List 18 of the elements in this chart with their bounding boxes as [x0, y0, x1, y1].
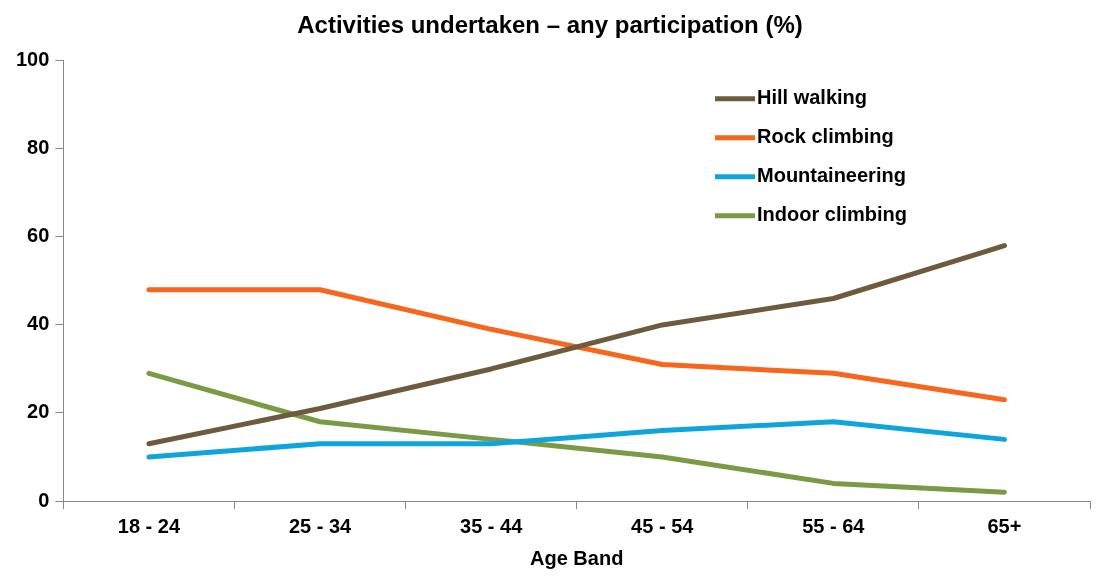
legend-label: Hill walking: [757, 86, 868, 109]
y-tick-label: 80: [27, 136, 50, 159]
legend-label: Rock climbing: [757, 125, 894, 148]
x-tick-label: 25 - 34: [288, 514, 353, 537]
x-tick-label: 35 - 44: [460, 514, 524, 537]
x-tick-label: 55 - 64: [802, 514, 866, 537]
y-tick-label: 100: [15, 48, 50, 71]
legend-label: Indoor climbing: [757, 203, 907, 226]
x-tick-label: 65+: [987, 514, 1022, 537]
y-tick-label: 60: [27, 224, 50, 247]
legend-label: Mountaineering: [757, 164, 906, 187]
x-axis-title: Age Band: [530, 546, 624, 569]
chart-title: Activities undertaken – any participation (%): [297, 11, 803, 39]
y-tick-label: 20: [27, 400, 50, 423]
y-tick-label: 40: [27, 312, 50, 335]
y-tick-label: 0: [38, 488, 50, 511]
x-tick-label: 45 - 54: [631, 514, 695, 537]
x-tick-label: 18 - 24: [117, 514, 181, 537]
